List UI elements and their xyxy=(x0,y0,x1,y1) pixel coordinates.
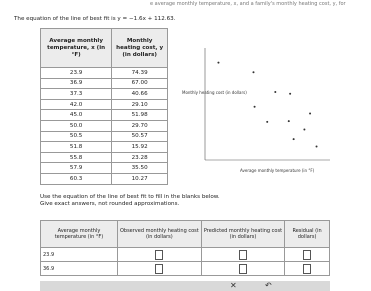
cell: 57.9 xyxy=(39,162,113,174)
cell: 37.3 xyxy=(39,88,113,100)
cell: 50.0 xyxy=(39,119,113,132)
cell: 67.00 xyxy=(111,77,168,90)
points xyxy=(217,61,318,148)
table-row: 42.0 29.10 xyxy=(39,98,168,111)
table-row: 36.9 67.00 xyxy=(39,77,168,90)
cell xyxy=(284,261,330,276)
cell xyxy=(200,247,286,262)
header-row: Average monthly temperature (in °F) Obser… xyxy=(40,220,330,248)
table-row: 23.9 74.39 xyxy=(39,67,168,79)
cell: 74.39 xyxy=(111,67,168,79)
table-body: 23.9 74.39 36.9 67.00 37.3 40.66 42.0 29.10 45.0… xyxy=(39,67,168,185)
column-header: Observed monthly heating cost (in dollar… xyxy=(116,220,202,248)
answer-box[interactable] xyxy=(303,249,312,260)
data-table: Average monthly temperature, x (in °F) M… xyxy=(39,28,168,185)
table-row: 37.3 40.66 xyxy=(39,88,168,100)
table-row: 36.9 xyxy=(40,261,330,276)
data-point xyxy=(287,120,290,123)
cell: 51.8 xyxy=(39,141,113,153)
equation-text: The equation of the line of best fit is … xyxy=(14,16,176,22)
answer-table: Average monthly temperature (in °F) Obser… xyxy=(40,220,330,276)
table-row: 23.9 xyxy=(40,247,330,262)
table-row: 45.0 51.98 xyxy=(39,109,168,121)
data-point xyxy=(289,92,292,95)
cell: 23.9 xyxy=(40,247,118,262)
data-point xyxy=(309,112,312,115)
intro-text: e average monthly temperature, x, and a … xyxy=(150,1,346,7)
y-axis-label: Monthly heating cost (in dollars) xyxy=(182,90,247,95)
table-row: 60.3 10.27 xyxy=(39,172,168,185)
data-point xyxy=(315,145,318,148)
clear-button[interactable]: ✕ xyxy=(230,281,237,290)
cell: 60.3 xyxy=(39,172,113,185)
cell xyxy=(116,261,202,276)
column-header: Average monthly temperature, x (in °F) xyxy=(39,28,113,68)
cell: 42.0 xyxy=(39,98,113,111)
cell: 15.92 xyxy=(111,141,168,153)
cell: 23.28 xyxy=(111,151,168,164)
data-point xyxy=(292,138,295,141)
table-row: 50.0 29.70 xyxy=(39,119,168,132)
cell: 40.66 xyxy=(111,88,168,100)
scatter-plot: Monthly heating cost (in dollars) Averag… xyxy=(182,48,330,173)
cell: 51.98 xyxy=(111,109,168,121)
data-point xyxy=(252,71,255,74)
instruction: Give exact answers, not rounded approxim… xyxy=(40,201,180,207)
data-point xyxy=(217,61,220,64)
table-row: 51.8 15.92 xyxy=(39,141,168,153)
cell: 35.50 xyxy=(111,162,168,174)
column-header: Residual (in dollars) xyxy=(284,220,330,248)
cell: 10.27 xyxy=(111,172,168,185)
cell: 50.5 xyxy=(39,130,113,143)
table-row: 55.8 23.28 xyxy=(39,151,168,164)
table-row: 57.9 35.50 xyxy=(39,162,168,174)
instruction: Use the equation of the line of best fit… xyxy=(40,194,220,200)
x-axis-label: Average monthly temperature (in °F) xyxy=(240,168,315,173)
answer-box[interactable] xyxy=(238,263,247,274)
data-point xyxy=(253,105,256,108)
cell xyxy=(200,261,286,276)
table-body: 23.9 36.9 xyxy=(40,247,330,276)
cell: 50.57 xyxy=(111,130,168,143)
column-header: Predicted monthly heating cost (in dolla… xyxy=(200,220,286,248)
data-point xyxy=(274,90,277,93)
column-header: Average monthly temperature (in °F) xyxy=(40,220,118,248)
data-point xyxy=(266,120,269,123)
cell: 36.9 xyxy=(39,77,113,90)
toolbar: ✕ ↶ xyxy=(40,281,330,291)
column-header: Monthly heating cost, y (in dollars) xyxy=(111,28,168,68)
cell: 29.70 xyxy=(111,119,168,132)
undo-button[interactable]: ↶ xyxy=(265,281,272,290)
cell: 55.8 xyxy=(39,151,113,164)
cell: 36.9 xyxy=(40,261,118,276)
table-row: 50.5 50.57 xyxy=(39,130,168,143)
cell: 29.10 xyxy=(111,98,168,111)
cell xyxy=(116,247,202,262)
cell: 45.0 xyxy=(39,109,113,121)
answer-box[interactable] xyxy=(155,263,164,274)
answer-box[interactable] xyxy=(155,249,164,260)
data-point xyxy=(303,128,306,131)
answer-box[interactable] xyxy=(238,249,247,260)
answer-box[interactable] xyxy=(303,263,312,274)
cell xyxy=(284,247,330,262)
cell: 23.9 xyxy=(39,67,113,79)
